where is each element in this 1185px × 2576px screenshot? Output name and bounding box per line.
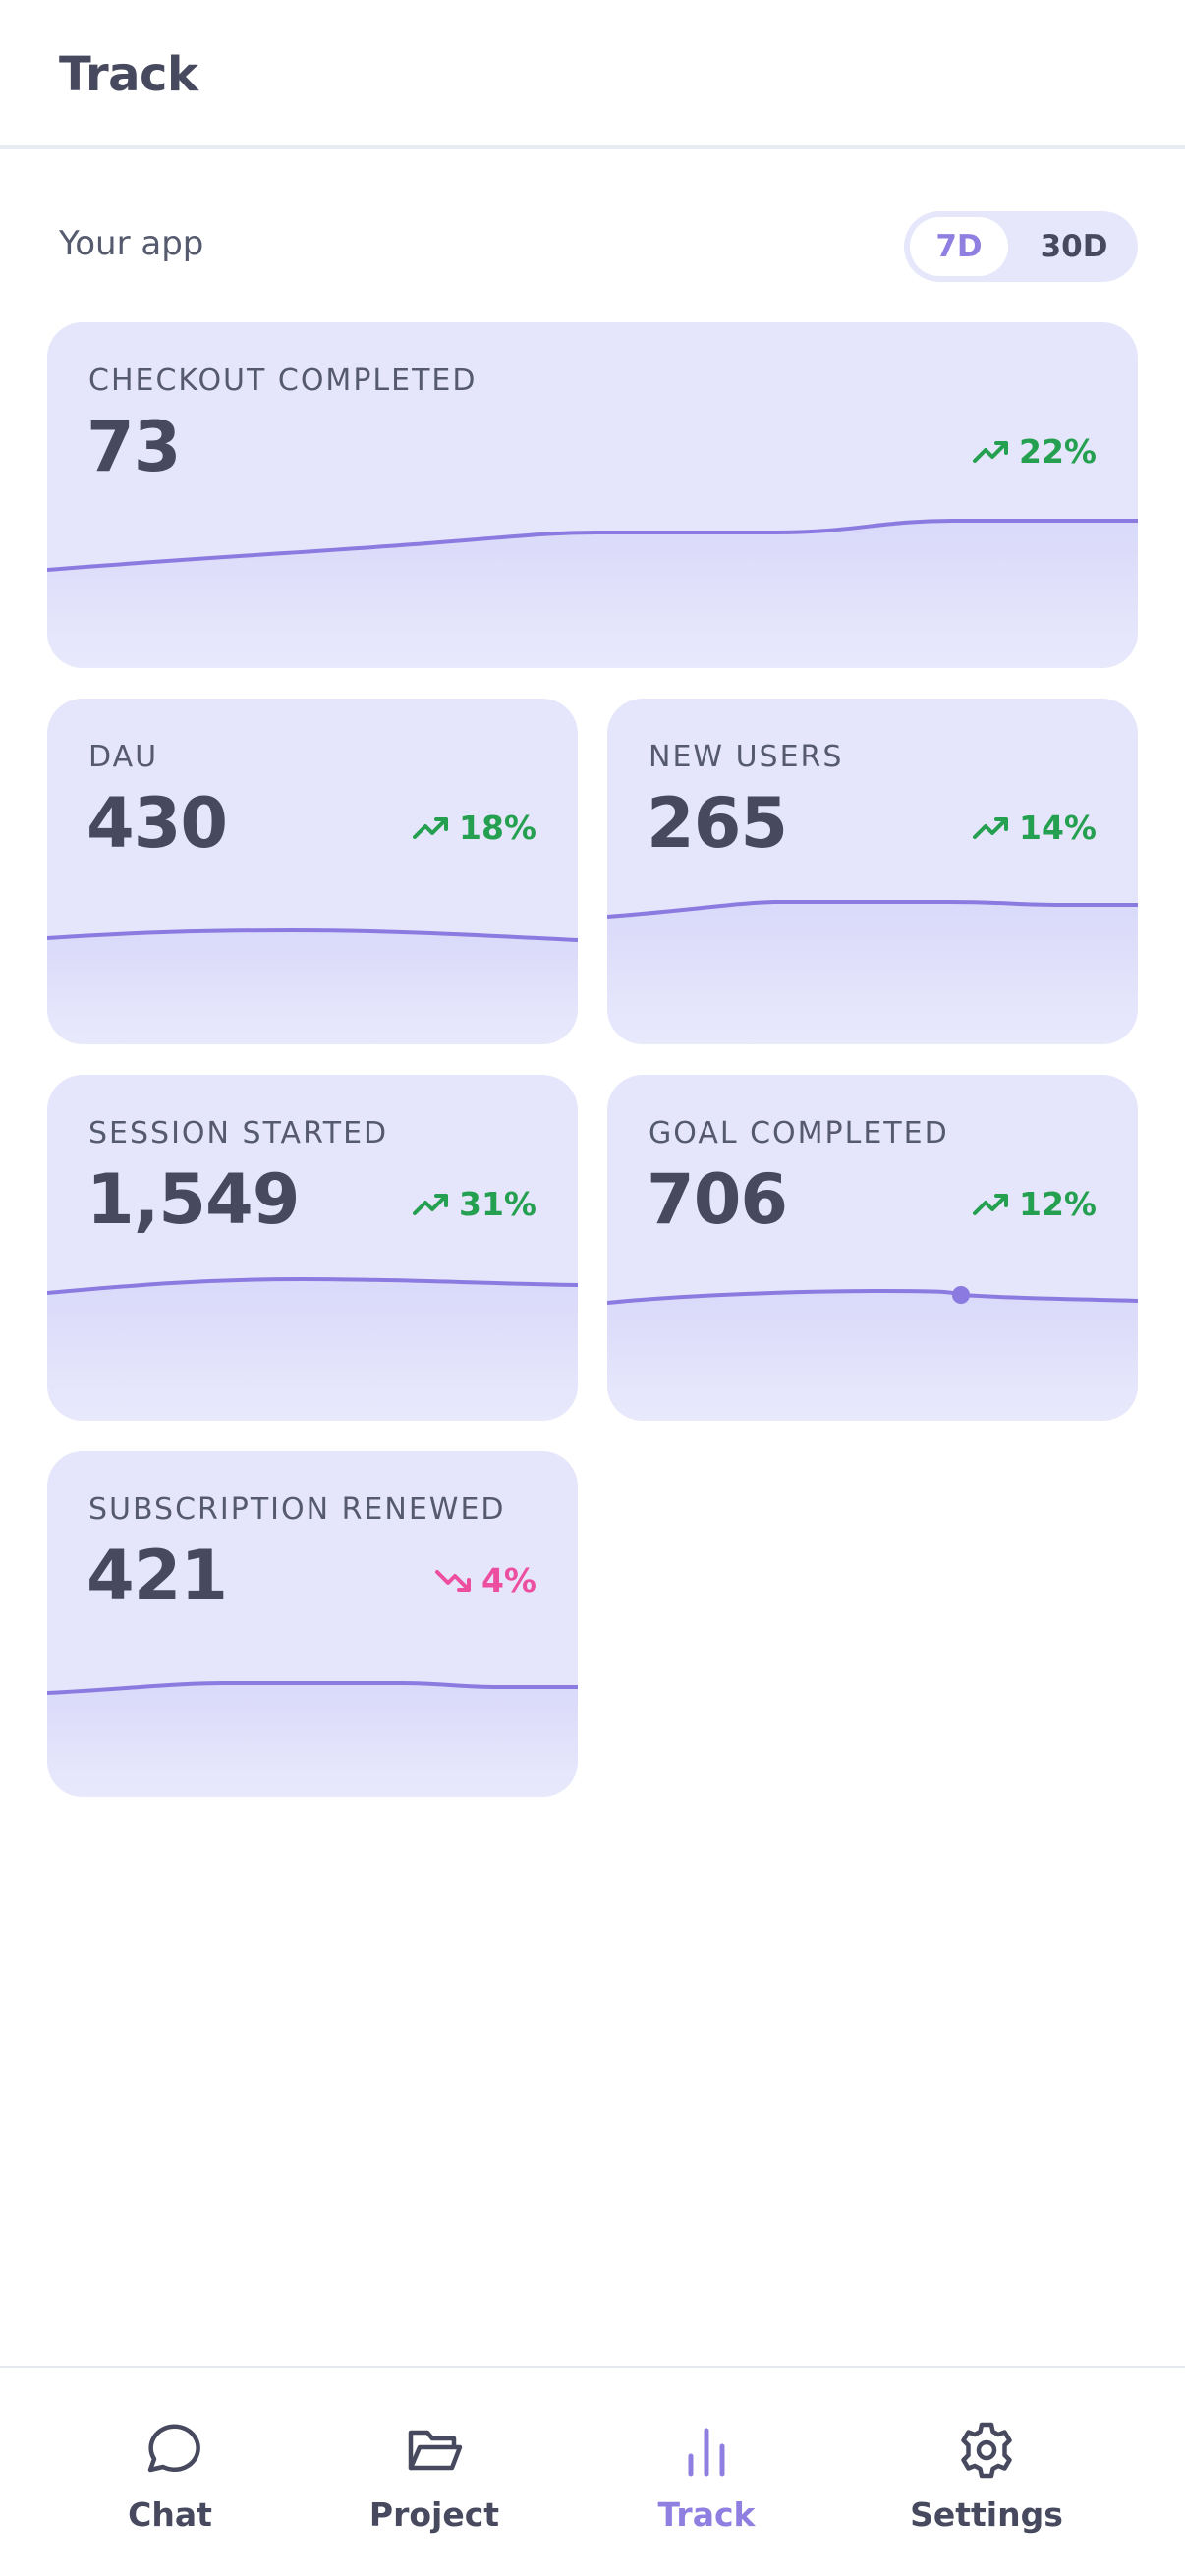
sparkline-chart <box>47 1276 578 1421</box>
metric-card-subscription-renewed[interactable]: SUBSCRIPTION RENEWED 421 4% <box>47 1451 578 1797</box>
trend-up-icon <box>413 1193 448 1215</box>
sparkline-chart <box>607 1286 1138 1421</box>
metric-change-value: 31% <box>459 1185 536 1223</box>
sparkline-area <box>47 1683 578 1797</box>
sparkline-chart <box>607 900 1138 1044</box>
metric-change: 31% <box>412 1185 536 1223</box>
sparkline-line <box>47 519 1138 572</box>
metric-value: 430 <box>86 783 228 864</box>
app-name-label: Your app <box>59 224 204 263</box>
metric-card-dau[interactable]: DAU 430 18% <box>47 699 578 1044</box>
metric-change-value: 22% <box>1019 432 1097 471</box>
metric-card-checkout-completed[interactable]: CHECKOUT COMPLETED 73 22% <box>47 322 1138 668</box>
metric-change: 4% <box>434 1561 536 1599</box>
metric-label: CHECKOUT COMPLETED <box>88 364 478 398</box>
metric-change-value: 14% <box>1019 809 1097 847</box>
metric-label: DAU <box>88 740 159 774</box>
sparkline-area <box>607 1291 1138 1421</box>
nav-label: Chat <box>128 2495 212 2534</box>
nav-item-settings[interactable]: Settings <box>888 2419 1085 2534</box>
metric-card-goal-completed[interactable]: GOAL COMPLETED 706 12% <box>607 1075 1138 1421</box>
bar-chart-icon <box>688 2428 725 2477</box>
nav-item-track[interactable]: Track <box>608 2419 805 2534</box>
nav-item-chat[interactable]: Chat <box>72 2419 268 2534</box>
trend-up-icon <box>413 816 448 839</box>
range-option-7d[interactable]: 7D <box>910 217 1008 276</box>
sparkline-line <box>607 1288 1138 1305</box>
metric-label: SUBSCRIPTION RENEWED <box>88 1492 506 1527</box>
sparkline-area <box>47 930 578 1044</box>
nav-item-project[interactable]: Project <box>336 2419 533 2534</box>
sparkline-highlight-point <box>952 1286 970 1304</box>
trend-up-icon <box>973 816 1008 839</box>
top-header: Track <box>0 0 1185 149</box>
metric-change: 22% <box>972 432 1097 471</box>
metric-value: 706 <box>647 1159 788 1240</box>
metric-change: 12% <box>972 1185 1097 1223</box>
page-title: Track <box>59 47 198 102</box>
range-option-30d[interactable]: 30D <box>1040 229 1108 264</box>
sparkline-area <box>607 902 1138 1044</box>
folder-open-icon <box>408 2430 463 2471</box>
metric-label: SESSION STARTED <box>88 1116 389 1150</box>
sparkline-line <box>607 900 1138 919</box>
nav-label: Settings <box>910 2495 1063 2534</box>
metric-label: NEW USERS <box>649 740 844 774</box>
trend-down-icon <box>434 1569 471 1592</box>
sparkline-chart <box>47 927 578 1044</box>
date-range-toggle: 7D 30D <box>904 211 1138 282</box>
nav-label: Track <box>657 2495 756 2534</box>
metric-label: GOAL COMPLETED <box>649 1116 949 1150</box>
metric-value: 265 <box>647 783 788 864</box>
sparkline-line <box>47 1276 578 1295</box>
sparkline-area <box>47 1279 578 1421</box>
metric-change-value: 4% <box>480 1561 536 1599</box>
metric-value: 421 <box>86 1536 228 1616</box>
metric-change: 14% <box>972 809 1097 847</box>
metric-value: 73 <box>86 407 181 487</box>
sparkline-area <box>47 521 1138 668</box>
nav-label: Project <box>368 2495 500 2534</box>
bottom-navigation: Chat Project Track Settings <box>0 2366 1185 2576</box>
trend-up-icon <box>973 1193 1008 1215</box>
sparkline-line <box>47 1681 578 1695</box>
sparkline-line <box>47 927 578 942</box>
metric-change: 18% <box>412 809 536 847</box>
metric-change-value: 18% <box>459 809 536 847</box>
metric-value: 1,549 <box>86 1159 300 1240</box>
chat-bubble-icon <box>147 2424 200 2473</box>
gear-icon <box>961 2422 1012 2479</box>
trend-up-icon <box>973 440 1008 463</box>
metric-card-session-started[interactable]: SESSION STARTED 1,549 31% <box>47 1075 578 1421</box>
sparkline-chart <box>47 519 1138 668</box>
metric-card-new-users[interactable]: NEW USERS 265 14% <box>607 699 1138 1044</box>
sparkline-chart <box>47 1681 578 1797</box>
metric-change-value: 12% <box>1019 1185 1097 1223</box>
